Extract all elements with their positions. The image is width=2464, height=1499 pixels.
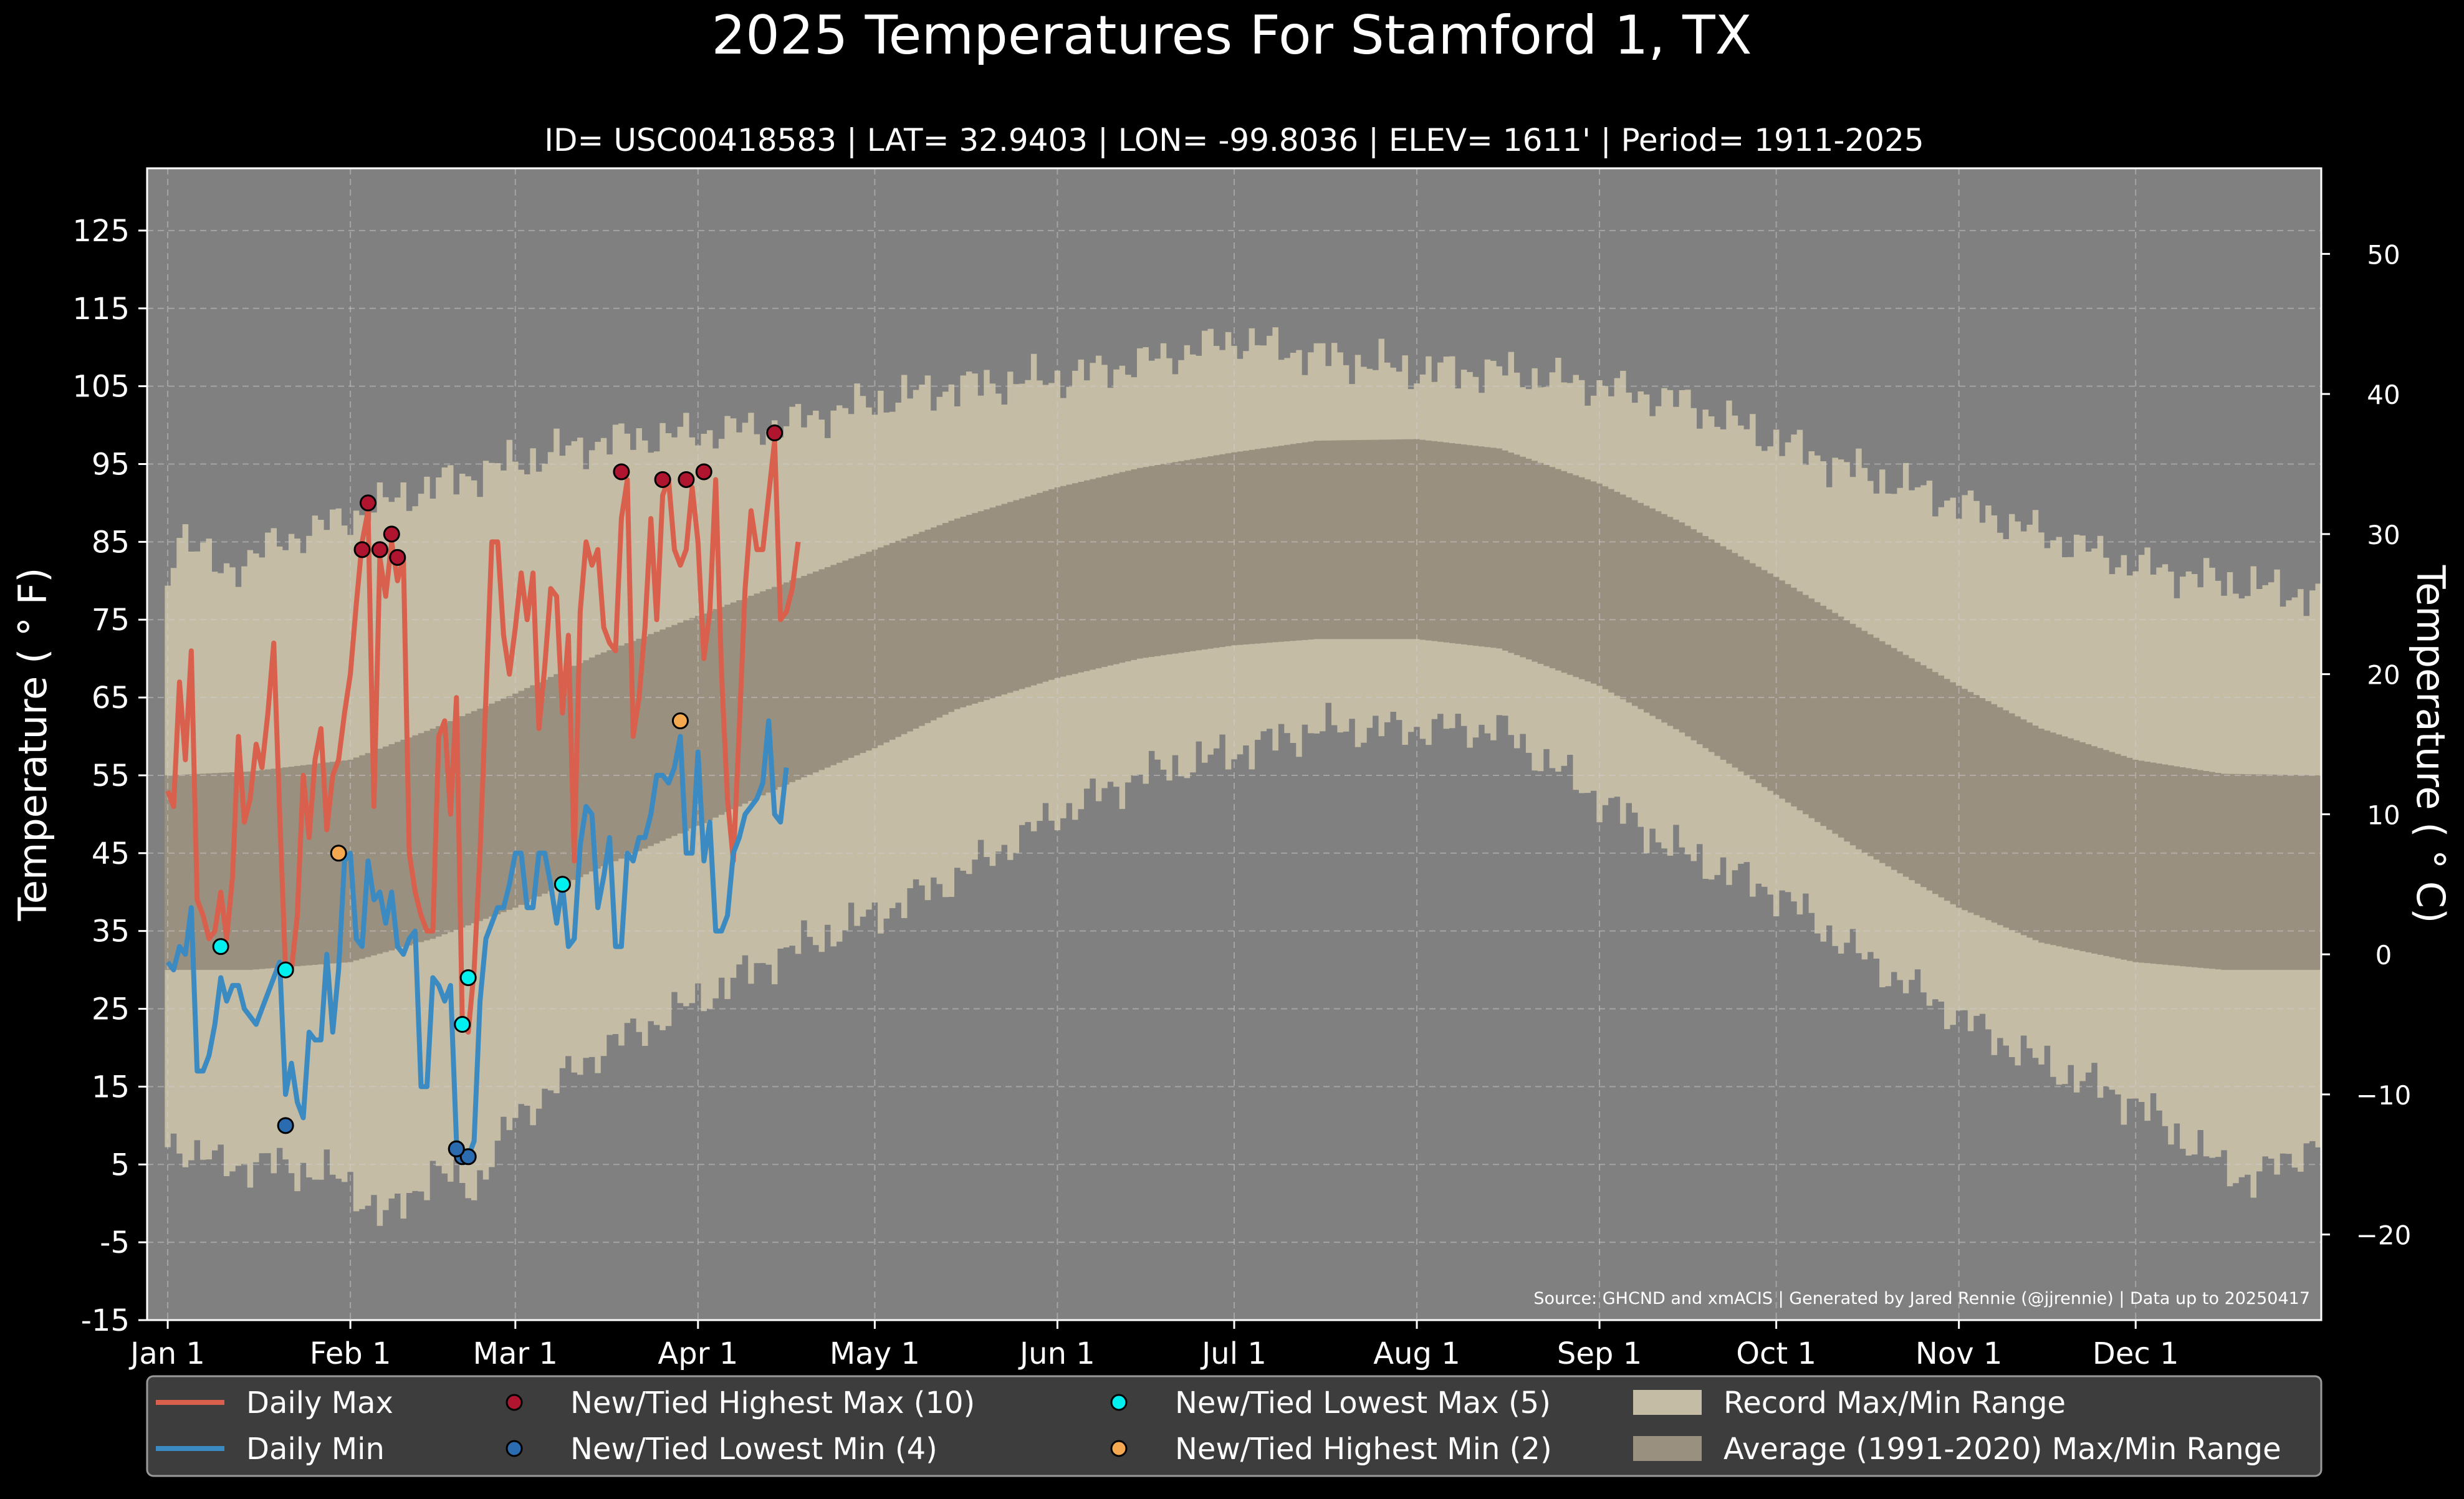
y-right-tick-label: 10: [2367, 800, 2400, 830]
left-axis-ticks: 125 115 105 95 85 75 65 55 45 35 25 15 5 -5 -15: [72, 214, 147, 1338]
highest-max-marker: [359, 494, 376, 512]
x-tick-label: Dec 1: [2092, 1336, 2179, 1371]
highest-max-marker: [678, 471, 695, 488]
y-tick-label: -5: [100, 1225, 130, 1260]
daily-min-line: [165, 718, 789, 1159]
y-right-tick-label: −10: [2356, 1080, 2412, 1111]
highest-min-marker: [330, 845, 347, 862]
x-tick-label: May 1: [830, 1336, 920, 1371]
x-axis-ticks: Jan 1 Feb 1 Mar 1 Apr 1 May 1 Jun 1 Jul 1 Aug 1…: [128, 1320, 2179, 1371]
x-tick-label: Mar 1: [473, 1336, 558, 1371]
highest-max-marker: [695, 463, 712, 481]
y-tick-label: 125: [72, 214, 130, 249]
lowest-min-marker: [277, 1117, 294, 1134]
legend-label: Average (1991-2020) Max/Min Range: [1723, 1432, 2281, 1467]
y-right-tick-label: −20: [2356, 1220, 2412, 1251]
legend-dot-swatch: [1110, 1394, 1128, 1411]
normal-range-area: [165, 439, 2322, 970]
chart-title: 2025 Temperatures For Stamford 1, TX: [711, 4, 1752, 67]
y-right-tick-label: 50: [2367, 239, 2400, 270]
daily-max-line: [165, 438, 801, 1035]
highest-min-marker: [671, 712, 689, 730]
highest-max-marker: [353, 541, 371, 558]
legend-dot-swatch: [1110, 1440, 1128, 1457]
y-tick-label: 65: [92, 681, 130, 716]
legend-box: [146, 1375, 2323, 1477]
y-tick-label: 15: [92, 1070, 130, 1104]
source-note: Source: GHCND and xmACIS | Generated by …: [1533, 1289, 2310, 1308]
y-tick-label: 105: [72, 370, 130, 405]
legend-label: Daily Min: [246, 1432, 385, 1467]
highest-max-marker: [613, 463, 630, 481]
legend-patch-swatch: [1633, 1436, 1702, 1461]
y-tick-label: 45: [92, 836, 130, 871]
legend: Daily Max Daily Min New/Tied Highest Max (…: [146, 1375, 2323, 1477]
plot-area: Source: GHCND and xmACIS | Generated by …: [146, 167, 2323, 1321]
y-tick-label: 35: [92, 914, 130, 949]
highest-max-marker: [389, 548, 406, 566]
x-tick-label: Sep 1: [1557, 1336, 1642, 1371]
y-tick-label: 55: [92, 759, 130, 793]
x-tick-label: Oct 1: [1736, 1336, 1816, 1371]
x-tick-label: Nov 1: [1915, 1336, 2002, 1371]
y-tick-label: -15: [81, 1303, 130, 1338]
lowest-max-marker: [554, 876, 571, 893]
lowest-max-marker: [454, 1016, 471, 1033]
y-tick-label: 25: [92, 992, 130, 1027]
right-axis-ticks: 50 40 30 20 10 0 −10 −20: [2321, 239, 2412, 1251]
y-right-tick-label: 30: [2367, 520, 2400, 550]
legend-dot-swatch: [506, 1394, 523, 1411]
legend-label: Record Max/Min Range: [1723, 1386, 2066, 1420]
y-tick-label: 5: [110, 1147, 130, 1182]
left-axis-label: Temperature ( ° F): [10, 568, 55, 922]
legend-label: New/Tied Lowest Max (5): [1175, 1386, 1551, 1420]
lowest-max-marker: [459, 969, 477, 987]
x-tick-label: Aug 1: [1373, 1336, 1460, 1371]
lowest-max-marker: [277, 961, 294, 979]
legend-label: New/Tied Highest Max (10): [570, 1386, 975, 1420]
y-right-tick-label: 0: [2375, 940, 2392, 970]
legend-patch-swatch: [1633, 1390, 1702, 1415]
x-tick-label: Feb 1: [310, 1336, 391, 1371]
lowest-min-marker: [459, 1148, 477, 1166]
right-axis-label: Temperature ( ° C): [2408, 565, 2453, 924]
record-range-area: [165, 327, 2322, 1226]
lowest-min-marker: [448, 1140, 465, 1157]
legend-label: Daily Max: [246, 1386, 393, 1420]
y-right-tick-label: 20: [2367, 660, 2400, 691]
legend-label: New/Tied Lowest Min (4): [570, 1432, 937, 1467]
highest-max-marker: [383, 525, 400, 543]
y-tick-label: 115: [72, 292, 130, 327]
lowest-max-marker: [212, 938, 229, 955]
y-tick-label: 85: [92, 525, 130, 560]
x-tick-label: Apr 1: [658, 1336, 738, 1371]
y-tick-label: 95: [92, 447, 130, 482]
x-tick-label: Jun 1: [1018, 1336, 1095, 1371]
y-right-tick-label: 40: [2367, 380, 2400, 410]
y-tick-label: 75: [92, 603, 130, 638]
record-markers: [212, 424, 784, 1166]
legend-dot-swatch: [506, 1440, 523, 1457]
highest-max-marker: [654, 471, 671, 488]
chart-subtitle: ID= USC00418583 | LAT= 32.9403 | LON= -9…: [544, 122, 1924, 158]
highest-max-marker: [766, 424, 784, 442]
highest-max-marker: [371, 541, 388, 558]
legend-label: New/Tied Highest Min (2): [1175, 1432, 1552, 1467]
x-tick-label: Jan 1: [128, 1336, 205, 1371]
x-tick-label: Jul 1: [1200, 1336, 1267, 1371]
